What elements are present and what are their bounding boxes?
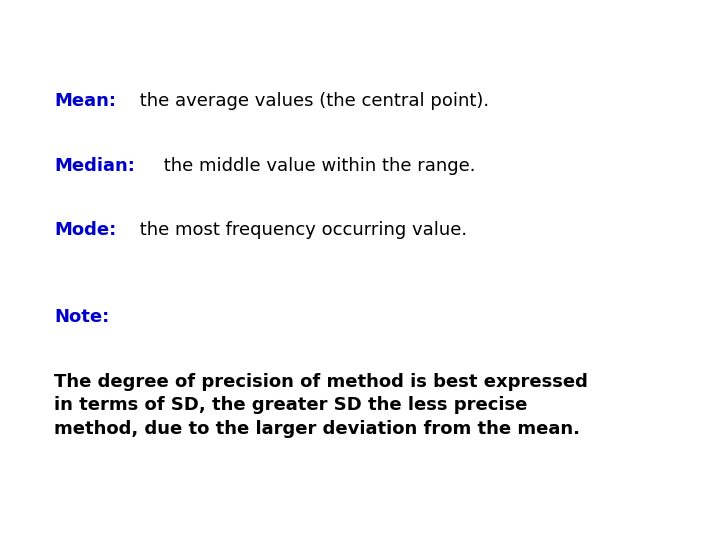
- Text: the most frequency occurring value.: the most frequency occurring value.: [135, 221, 467, 239]
- Text: Note:: Note:: [54, 308, 109, 326]
- Text: Median:: Median:: [54, 157, 135, 174]
- Text: Mean:: Mean:: [54, 92, 116, 110]
- Text: The degree of precision of method is best expressed
in terms of SD, the greater : The degree of precision of method is bes…: [54, 373, 588, 438]
- Text: the average values (the central point).: the average values (the central point).: [134, 92, 489, 110]
- Text: Mode:: Mode:: [54, 221, 116, 239]
- Text: the middle value within the range.: the middle value within the range.: [158, 157, 476, 174]
